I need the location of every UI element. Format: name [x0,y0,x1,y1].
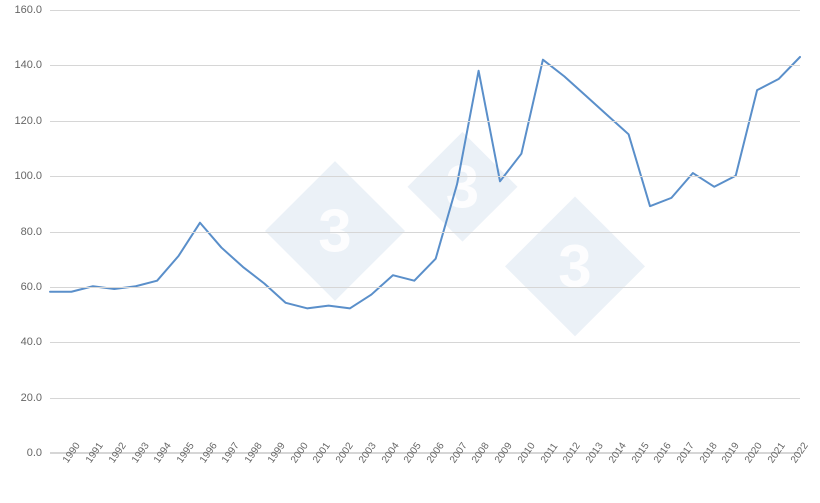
chart-container: 333 0.020.040.060.080.0100.0120.0140.016… [0,0,820,503]
grid-line [50,121,800,122]
y-tick-label: 140.0 [14,59,50,71]
grid-line [50,232,800,233]
x-axis-labels: 1990199119921993199419951996199719981999… [50,453,800,503]
y-tick-label: 160.0 [14,4,50,16]
grid-line [50,176,800,177]
y-tick-label: 100.0 [14,170,50,182]
y-tick-label: 0.0 [27,447,50,459]
grid-line [50,65,800,66]
y-tick-label: 120.0 [14,115,50,127]
y-tick-label: 40.0 [21,336,50,348]
plot-area: 333 0.020.040.060.080.0100.0120.0140.016… [50,10,800,453]
grid-line [50,10,800,11]
y-tick-label: 20.0 [21,392,50,404]
grid-line [50,398,800,399]
grid-line [50,342,800,343]
y-tick-label: 80.0 [21,226,50,238]
grid-line [50,287,800,288]
y-tick-label: 60.0 [21,281,50,293]
